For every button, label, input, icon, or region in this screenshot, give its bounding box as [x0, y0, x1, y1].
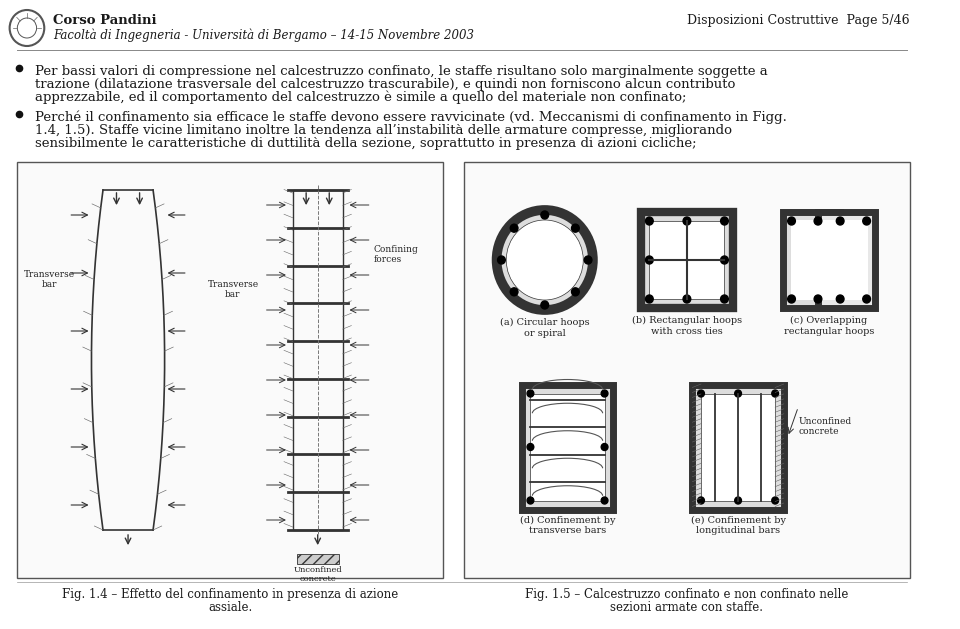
- Circle shape: [585, 256, 592, 264]
- Circle shape: [721, 217, 729, 225]
- Circle shape: [721, 256, 729, 264]
- Circle shape: [497, 256, 505, 264]
- Circle shape: [836, 295, 844, 303]
- Text: apprezzabile, ed il comportamento del calcestruzzo è simile a quello del materia: apprezzabile, ed il comportamento del ca…: [35, 91, 686, 104]
- Circle shape: [645, 256, 653, 264]
- Circle shape: [698, 390, 705, 397]
- Circle shape: [772, 497, 779, 504]
- Circle shape: [496, 210, 593, 310]
- Circle shape: [787, 295, 796, 303]
- Bar: [782, 212, 840, 308]
- Circle shape: [772, 390, 779, 397]
- Circle shape: [863, 295, 871, 303]
- Circle shape: [836, 217, 844, 225]
- Text: Fig. 1.5 – Calcestruzzo confinato e non confinato nelle: Fig. 1.5 – Calcestruzzo confinato e non …: [525, 588, 849, 601]
- Circle shape: [511, 288, 518, 296]
- Circle shape: [721, 295, 729, 303]
- Text: Per bassi valori di compressione nel calcestruzzo confinato, le staffe risultano: Per bassi valori di compressione nel cal…: [35, 65, 767, 78]
- Circle shape: [684, 295, 691, 303]
- Bar: [297, 554, 339, 564]
- Bar: [522, 384, 613, 509]
- Bar: [701, 394, 775, 501]
- Text: sezioni armate con staffe.: sezioni armate con staffe.: [611, 601, 763, 614]
- Circle shape: [571, 224, 579, 232]
- Bar: [692, 384, 783, 509]
- Circle shape: [571, 288, 579, 296]
- Bar: [531, 394, 605, 501]
- Text: (d) Confinement by
transverse bars: (d) Confinement by transverse bars: [519, 516, 615, 535]
- Text: (c) Overlapping
rectangular hoops: (c) Overlapping rectangular hoops: [784, 316, 875, 335]
- Text: Transverse
bar: Transverse bar: [24, 270, 75, 289]
- Bar: [640, 212, 733, 308]
- Bar: [293, 190, 343, 530]
- Text: trazione (dilatazione trasversale del calcestruzzo trascurabile), e quindi non f: trazione (dilatazione trasversale del ca…: [35, 78, 735, 91]
- Circle shape: [787, 217, 796, 225]
- Bar: [464, 162, 910, 578]
- Text: sensibilmente le caratteristiche di duttilità della sezione, soprattutto in pres: sensibilmente le caratteristiche di dutt…: [35, 137, 696, 150]
- Circle shape: [527, 497, 534, 504]
- Text: Transverse
bar: Transverse bar: [207, 280, 258, 299]
- Text: Corso Pandini: Corso Pandini: [53, 14, 156, 27]
- Circle shape: [511, 224, 518, 232]
- Bar: [791, 220, 868, 300]
- Text: 1.4, 1.5). Staffe vicine limitano inoltre la tendenza all’instabilità delle arma: 1.4, 1.5). Staffe vicine limitano inoltr…: [35, 124, 732, 137]
- Circle shape: [814, 295, 822, 303]
- Circle shape: [645, 295, 653, 303]
- Circle shape: [601, 390, 608, 397]
- Bar: [17, 162, 443, 578]
- Text: Disposizioni Costruttive  Page 5/46: Disposizioni Costruttive Page 5/46: [687, 14, 910, 27]
- Text: Perché il confinamento sia efficace le staffe devono essere ravvicinate (vd. Mec: Perché il confinamento sia efficace le s…: [35, 111, 786, 125]
- Circle shape: [540, 301, 548, 309]
- Circle shape: [684, 217, 691, 225]
- Text: Fig. 1.4 – Effetto del confinamento in presenza di azione: Fig. 1.4 – Effetto del confinamento in p…: [62, 588, 398, 601]
- Circle shape: [734, 390, 741, 397]
- Bar: [818, 212, 876, 308]
- Text: Unconfined
concrete: Unconfined concrete: [294, 566, 342, 583]
- Circle shape: [506, 220, 584, 300]
- Text: (e) Confinement by
longitudinal bars: (e) Confinement by longitudinal bars: [690, 516, 785, 535]
- Text: (b) Rectangular hoops
with cross ties: (b) Rectangular hoops with cross ties: [632, 316, 742, 335]
- Circle shape: [645, 217, 653, 225]
- Text: (a) Circular hoops
or spiral: (a) Circular hoops or spiral: [500, 318, 589, 338]
- Text: Unconfined
concrete: Unconfined concrete: [799, 417, 852, 437]
- Circle shape: [601, 497, 608, 504]
- Circle shape: [601, 443, 608, 450]
- Circle shape: [734, 497, 741, 504]
- Circle shape: [814, 217, 822, 225]
- Text: Facoltà di Ingegneria - Università di Bergamo – 14-15 Novembre 2003: Facoltà di Ingegneria - Università di Be…: [53, 28, 474, 42]
- Circle shape: [527, 390, 534, 397]
- Text: assiale.: assiale.: [208, 601, 252, 614]
- Text: Confining
forces: Confining forces: [373, 245, 419, 264]
- Circle shape: [540, 211, 548, 219]
- Bar: [649, 221, 725, 299]
- Circle shape: [863, 217, 871, 225]
- Circle shape: [527, 443, 534, 450]
- Circle shape: [698, 497, 705, 504]
